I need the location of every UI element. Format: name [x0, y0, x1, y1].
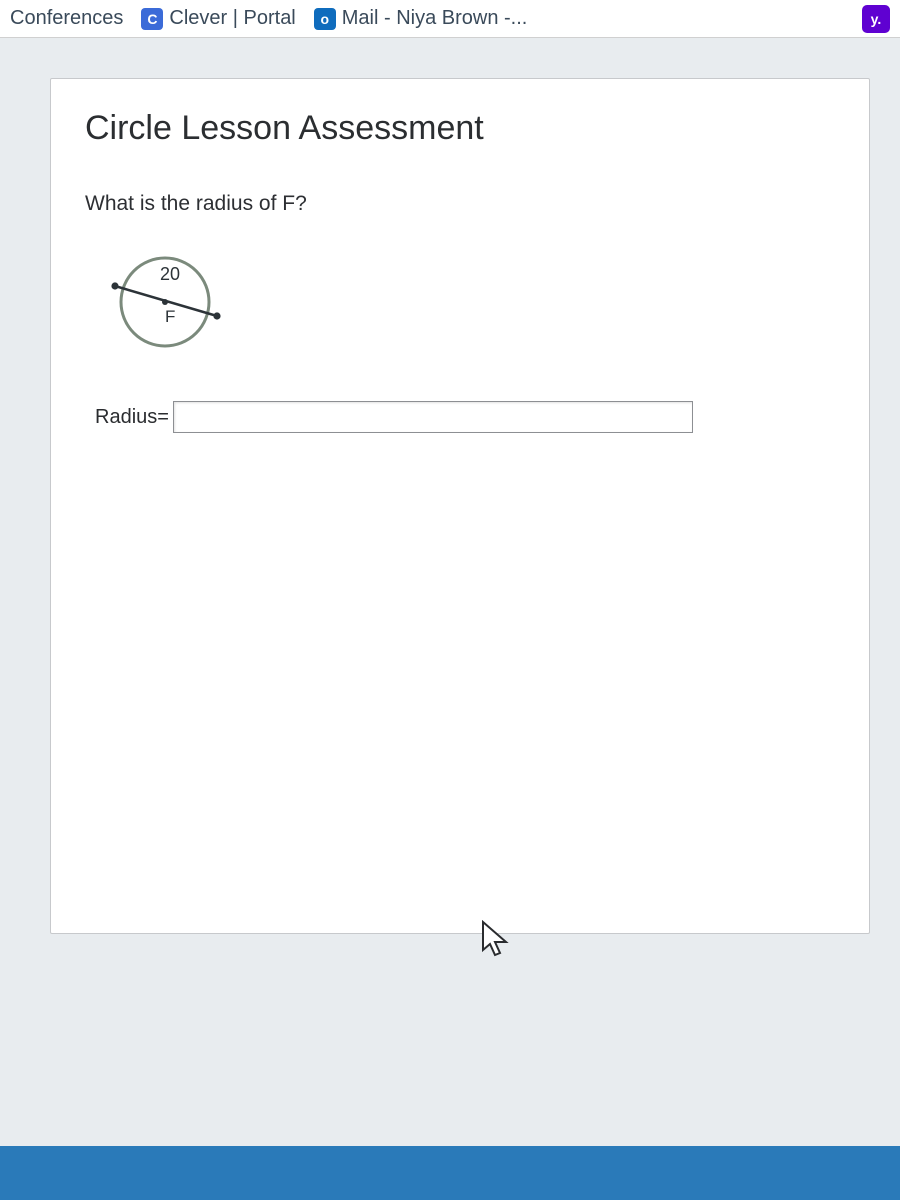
bottom-bar	[0, 1146, 900, 1200]
answer-row: Radius=	[95, 401, 843, 433]
bookmark-yahoo[interactable]: y.	[856, 1, 896, 37]
svg-text:20: 20	[160, 264, 180, 284]
circle-diagram: 20 F	[105, 242, 843, 367]
bookmark-mail[interactable]: o Mail - Niya Brown -...	[308, 3, 534, 34]
bookmark-label: Mail - Niya Brown -...	[342, 7, 528, 30]
bookmark-label: Clever | Portal	[169, 7, 295, 30]
question-text: What is the radius of F?	[85, 192, 843, 216]
answer-label: Radius=	[95, 406, 169, 429]
bookmark-clever[interactable]: C Clever | Portal	[135, 3, 301, 34]
diagram-svg: 20 F	[105, 242, 235, 362]
outlook-icon: o	[314, 8, 336, 30]
bookmarks-bar: Conferences C Clever | Portal o Mail - N…	[0, 0, 900, 38]
svg-text:F: F	[165, 307, 175, 326]
bookmark-conferences[interactable]: Conferences	[4, 3, 129, 34]
radius-input[interactable]	[173, 401, 693, 433]
clever-icon: C	[141, 8, 163, 30]
yahoo-icon: y.	[862, 5, 890, 33]
content-frame: Circle Lesson Assessment What is the rad…	[50, 78, 870, 934]
bookmark-label: Conferences	[10, 7, 123, 30]
page-title: Circle Lesson Assessment	[85, 109, 843, 148]
